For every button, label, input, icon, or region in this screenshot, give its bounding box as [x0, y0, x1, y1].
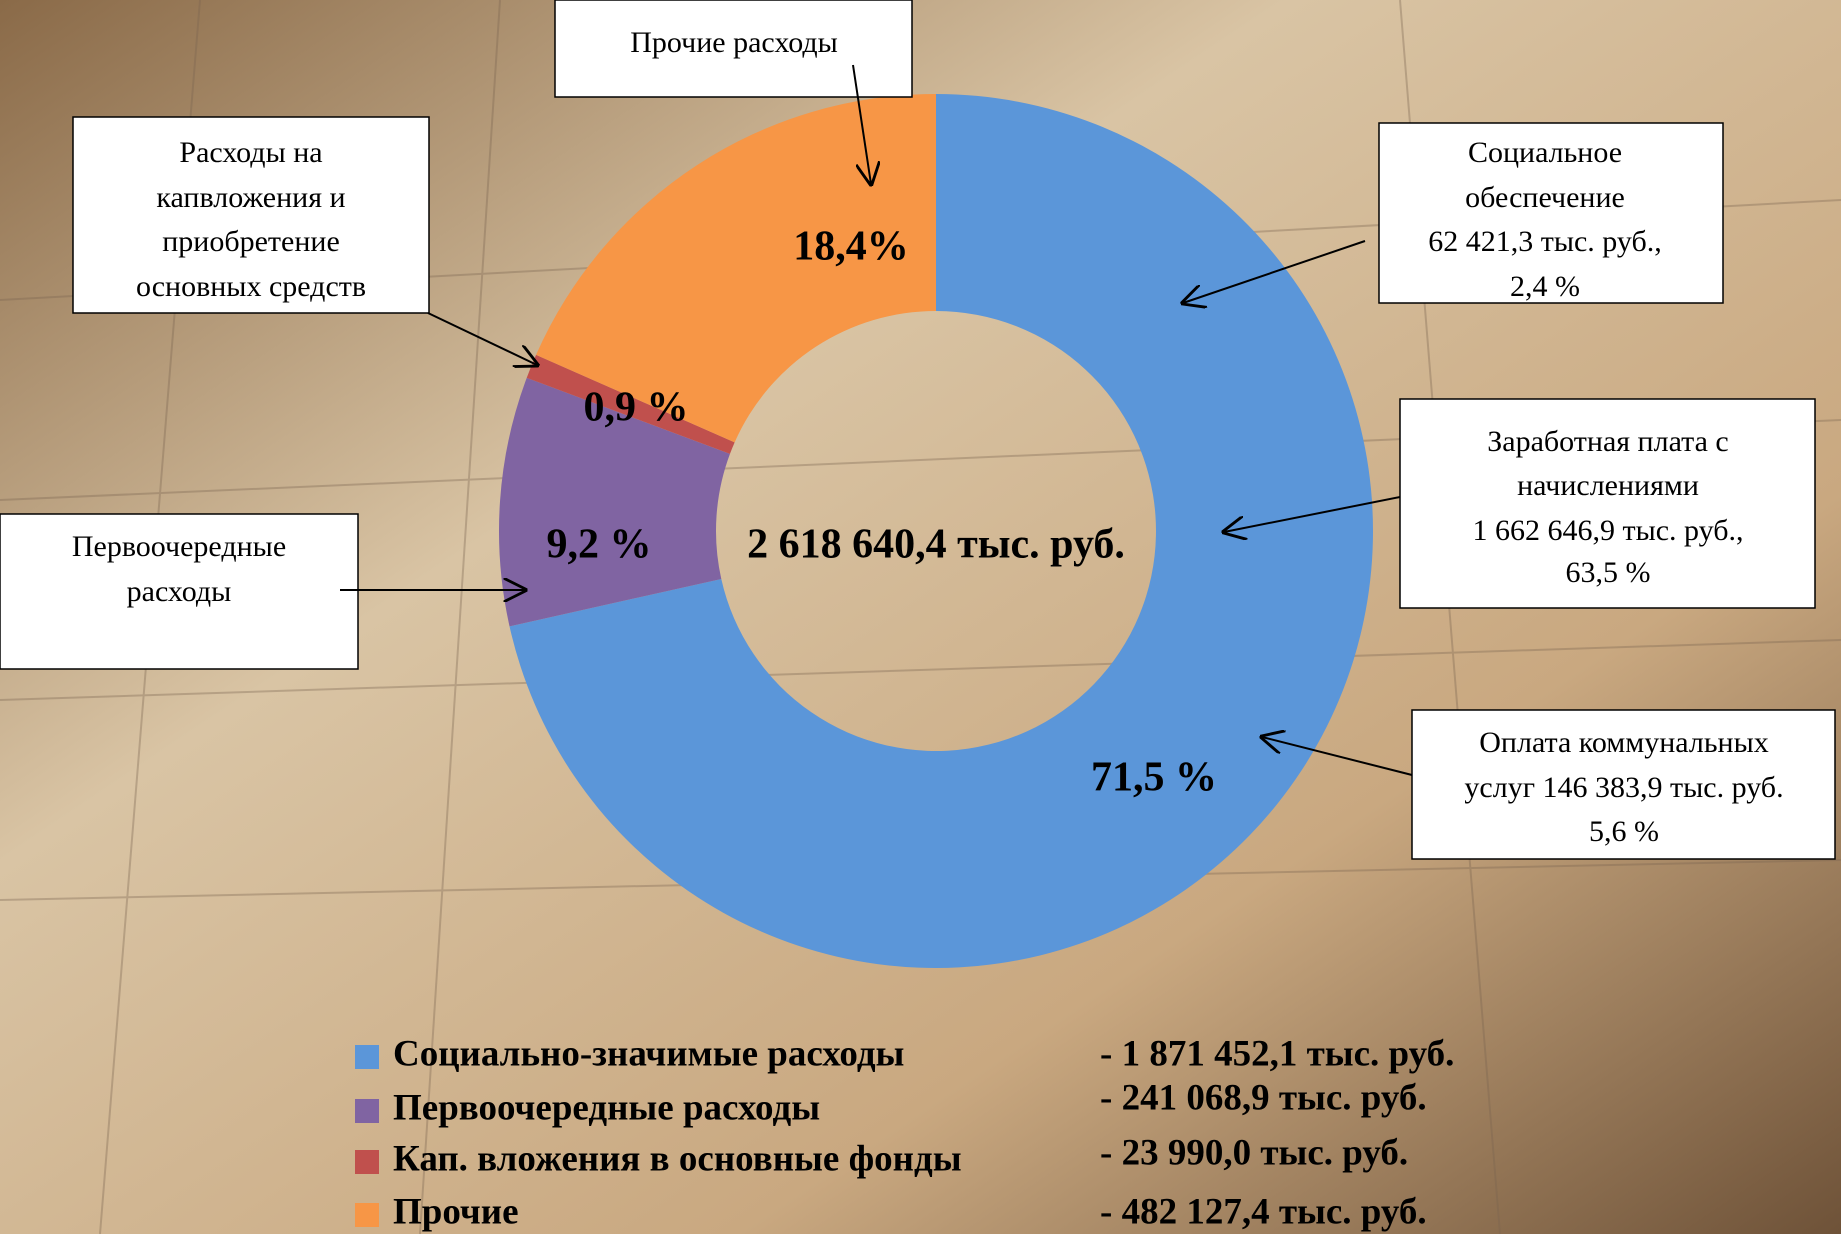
donut-slice: [509, 94, 1373, 968]
arrow: [1224, 496, 1401, 532]
data-label: 0,9 %: [584, 385, 689, 431]
legend-swatch: [355, 1203, 379, 1227]
legend-label: Прочие: [393, 1191, 519, 1232]
arrows: [340, 64, 1413, 776]
arrow: [427, 312, 537, 365]
callout-text: расходы: [127, 575, 232, 608]
callout-text: 62 421,3 тыс. руб.,: [1428, 225, 1662, 258]
arrow: [852, 64, 871, 184]
donut-slice: [499, 377, 730, 627]
callout-text: Социальное: [1468, 136, 1622, 169]
callout-text: Прочие расходы: [630, 26, 838, 59]
callout-text: начислениями: [1517, 469, 1699, 502]
callout-text: 2,4 %: [1510, 270, 1580, 303]
legend-amount: - 482 127,4 тыс. руб.: [1100, 1191, 1427, 1232]
callout-text: капвложения и: [156, 181, 345, 214]
callout-text: основных средств: [136, 270, 366, 303]
callout-text: обеспечение: [1465, 181, 1625, 214]
callout-text: приобретение: [162, 225, 340, 258]
arrow: [1183, 240, 1366, 303]
donut-slice: [526, 354, 735, 454]
callout-text: Оплата коммунальных: [1479, 726, 1768, 759]
legend-swatch: [355, 1150, 379, 1174]
callout-text: Заработная плата с: [1487, 425, 1728, 458]
callout-text: Расходы на: [179, 136, 322, 169]
callout-text: услуг 146 383,9 тыс. руб.: [1464, 771, 1783, 804]
legend-swatch: [355, 1099, 379, 1123]
center-label: 2 618 640,4 тыс. руб.: [747, 522, 1125, 568]
data-label: 71,5 %: [1091, 755, 1217, 801]
legend-amount: - 241 068,9 тыс. руб.: [1100, 1077, 1427, 1118]
legend-amount: - 1 871 452,1 тыс. руб.: [1100, 1033, 1454, 1074]
callout-text: Первоочередные: [72, 530, 286, 563]
callout-text: 63,5 %: [1566, 556, 1651, 589]
callout-box: [1411, 709, 1836, 860]
data-label: 9,2 %: [547, 522, 652, 568]
donut-slice: [536, 93, 936, 443]
callout-box: [554, 0, 913, 98]
legend-swatch: [355, 1045, 379, 1069]
callout-text: 5,6 %: [1589, 815, 1659, 848]
legend-label: Первоочередные расходы: [393, 1087, 820, 1128]
callout-text: 1 662 646,9 тыс. руб.,: [1472, 514, 1743, 547]
legend-label: Социально-значимые расходы: [393, 1033, 904, 1074]
callout-box: [0, 513, 359, 670]
legend-label: Кап. вложения в основные фонды: [393, 1138, 962, 1179]
callout-box: [1378, 122, 1724, 304]
data-label: 18,4%: [793, 224, 909, 270]
callout-box: [72, 116, 430, 314]
callout-box: [1399, 398, 1816, 609]
arrow: [1262, 737, 1413, 776]
legend-amount: - 23 990,0 тыс. руб.: [1100, 1132, 1408, 1173]
